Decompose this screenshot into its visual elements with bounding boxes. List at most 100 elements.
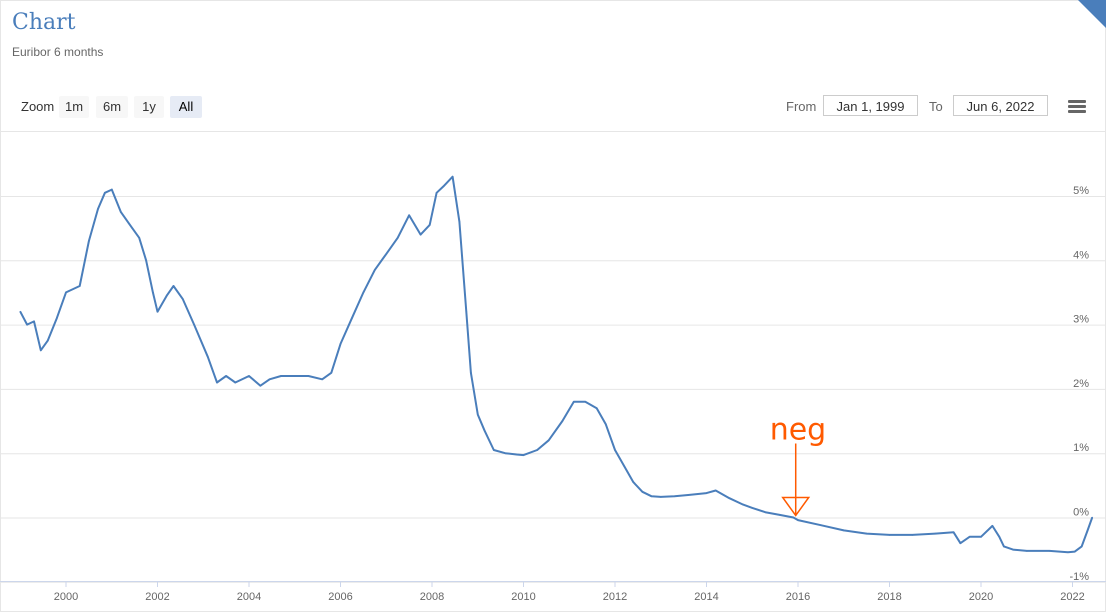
data-point xyxy=(351,317,353,320)
zoom-1y-button[interactable]: 1y xyxy=(134,96,164,118)
data-point xyxy=(1086,529,1089,532)
data-point xyxy=(362,291,365,294)
data-point xyxy=(705,492,708,494)
data-point xyxy=(561,420,564,422)
data-point xyxy=(959,542,962,544)
data-point xyxy=(428,224,431,226)
data-point xyxy=(374,269,376,271)
x-tick-label: 2010 xyxy=(511,591,535,603)
x-tick-label: 2006 xyxy=(328,591,352,603)
data-point xyxy=(19,310,22,313)
data-point xyxy=(660,496,662,498)
data-point xyxy=(307,375,310,377)
data-point xyxy=(493,449,495,451)
zoom-all-button[interactable]: All xyxy=(170,96,202,118)
data-point xyxy=(765,511,767,514)
data-point xyxy=(248,375,250,377)
data-point xyxy=(172,285,175,287)
data-point xyxy=(687,494,689,496)
chart-subtitle: Euribor 6 months xyxy=(12,45,104,59)
data-point xyxy=(911,534,914,536)
data-point xyxy=(145,259,147,262)
data-point xyxy=(605,423,607,426)
data-point xyxy=(234,381,237,384)
data-point xyxy=(104,192,106,194)
data-point xyxy=(33,320,35,323)
data-point xyxy=(470,372,472,374)
data-point xyxy=(952,531,955,534)
data-point xyxy=(131,227,134,229)
data-point xyxy=(465,310,468,313)
data-point xyxy=(641,491,644,493)
data-point xyxy=(138,237,140,239)
data-point xyxy=(515,453,518,456)
data-point xyxy=(888,534,891,536)
data-point xyxy=(442,185,445,188)
data-point xyxy=(120,211,122,213)
data-point xyxy=(623,465,625,467)
hamburger-menu-icon[interactable] xyxy=(1068,100,1086,114)
data-point xyxy=(980,536,982,538)
x-tick-label: 2020 xyxy=(969,591,993,603)
data-point xyxy=(934,532,937,535)
data-point xyxy=(97,208,99,210)
data-point xyxy=(742,503,744,506)
data-point xyxy=(504,452,507,455)
data-point xyxy=(843,529,845,532)
data-point xyxy=(751,507,754,509)
data-point xyxy=(165,294,168,297)
data-point xyxy=(451,175,454,178)
data-point xyxy=(477,413,479,416)
data-point xyxy=(573,401,575,403)
data-point xyxy=(991,525,994,527)
data-point xyxy=(280,375,282,377)
data-point xyxy=(46,339,49,342)
data-point xyxy=(1012,548,1014,551)
data-point xyxy=(419,233,422,236)
data-point xyxy=(1048,550,1051,552)
chart-title: Chart xyxy=(12,10,76,35)
data-point xyxy=(1080,545,1083,548)
data-point xyxy=(396,237,399,239)
x-tick-label: 2016 xyxy=(786,591,810,603)
x-tick-label: 2008 xyxy=(420,591,444,603)
zoom-label: Zoom xyxy=(21,99,55,114)
x-tick-label: 2000 xyxy=(54,591,78,603)
data-point xyxy=(865,532,868,535)
zoom-1m-button[interactable]: 1m xyxy=(59,96,89,118)
data-point xyxy=(1091,516,1093,519)
data-point xyxy=(26,323,28,326)
data-point xyxy=(797,519,799,521)
annotation-text: neg xyxy=(770,413,827,448)
zoom-6m-button[interactable]: 6m xyxy=(96,96,128,118)
x-tick-label: 2012 xyxy=(603,591,627,603)
data-point xyxy=(385,253,388,255)
data-point xyxy=(1026,550,1028,552)
data-point xyxy=(458,220,461,223)
y-tick-label: -1% xyxy=(1069,571,1089,583)
data-point xyxy=(595,407,598,410)
y-tick-label: 5% xyxy=(1073,185,1089,197)
euribor-series-line xyxy=(19,175,1094,554)
data-point xyxy=(522,454,525,456)
from-label: From xyxy=(786,99,817,114)
x-tick-label: 2002 xyxy=(145,591,169,603)
data-point xyxy=(998,536,1001,538)
y-tick-label: 2% xyxy=(1073,378,1089,390)
data-point xyxy=(968,536,971,538)
from-date-input[interactable]: Jan 1, 1999 xyxy=(823,95,918,116)
data-point xyxy=(181,298,184,300)
x-tick-label: 2018 xyxy=(877,591,901,603)
data-point xyxy=(330,372,333,374)
data-point xyxy=(1067,551,1069,553)
data-point xyxy=(111,188,113,191)
y-tick-label: 1% xyxy=(1073,442,1089,454)
data-point xyxy=(408,214,410,217)
data-point xyxy=(225,375,227,377)
annotation-arrow-head xyxy=(781,496,811,517)
to-date-input[interactable]: Jun 6, 2022 xyxy=(953,95,1048,116)
data-point xyxy=(632,481,635,483)
to-label: To xyxy=(929,99,943,114)
data-point xyxy=(435,192,438,194)
data-point xyxy=(259,384,262,387)
